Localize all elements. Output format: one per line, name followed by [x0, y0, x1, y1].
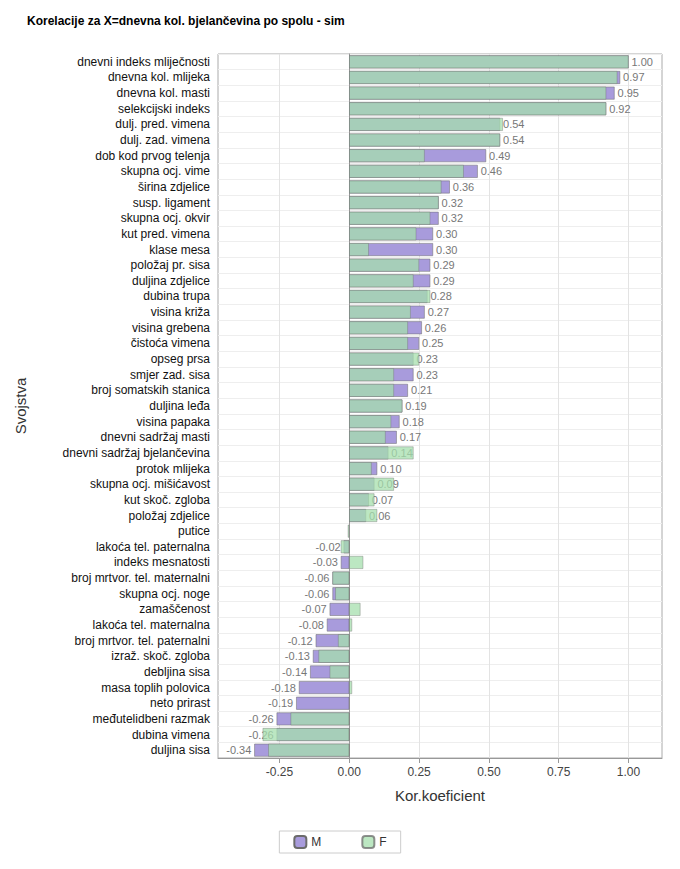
svg-text:dubina vimena: dubina vimena: [132, 728, 210, 742]
svg-text:0.49: 0.49: [489, 150, 510, 162]
svg-text:Kor.koeficient: Kor.koeficient: [395, 787, 486, 804]
svg-text:duljina sisa: duljina sisa: [151, 743, 211, 757]
svg-text:susp. ligament: susp. ligament: [133, 196, 211, 210]
svg-text:0.54: 0.54: [503, 118, 524, 130]
svg-text:0.36: 0.36: [453, 181, 474, 193]
svg-text:broj mrtvor. tel. maternalni: broj mrtvor. tel. maternalni: [71, 571, 210, 585]
svg-text:1.00: 1.00: [631, 56, 652, 68]
svg-text:0.21: 0.21: [411, 384, 432, 396]
svg-text:0.00: 0.00: [338, 765, 362, 779]
svg-text:skupna ocj. okvir: skupna ocj. okvir: [121, 211, 210, 225]
svg-text:-0.07: -0.07: [302, 603, 327, 615]
svg-text:dnevni sadržaj bjelančevina: dnevni sadržaj bjelančevina: [63, 446, 211, 460]
svg-text:položaj pr. sisa: položaj pr. sisa: [131, 258, 211, 272]
svg-text:0.10: 0.10: [380, 463, 401, 475]
svg-text:dulj. pred. vimena: dulj. pred. vimena: [115, 117, 210, 131]
svg-text:0.19: 0.19: [405, 400, 426, 412]
svg-text:dnevna kol. mlijeka: dnevna kol. mlijeka: [108, 70, 210, 84]
svg-text:-0.02: -0.02: [316, 541, 341, 553]
svg-text:lakoća tel. paternalna: lakoća tel. paternalna: [96, 540, 210, 554]
svg-text:selekcijski indeks: selekcijski indeks: [118, 102, 210, 116]
svg-text:kut pred. vimena: kut pred. vimena: [121, 227, 210, 241]
svg-text:0.30: 0.30: [436, 244, 457, 256]
svg-text:0.92: 0.92: [609, 103, 630, 115]
svg-text:putice: putice: [178, 524, 210, 538]
svg-text:0.97: 0.97: [623, 71, 644, 83]
svg-text:0.50: 0.50: [477, 765, 501, 779]
svg-text:duljina leđa: duljina leđa: [149, 399, 210, 413]
svg-text:masa toplih polovica: masa toplih polovica: [101, 681, 210, 695]
svg-text:izraž. skoč. zgloba: izraž. skoč. zgloba: [111, 649, 210, 663]
svg-text:Korelacije za X=dnevna kol. bj: Korelacije za X=dnevna kol. bjelančevina…: [27, 14, 345, 28]
svg-text:-0.18: -0.18: [271, 682, 296, 694]
svg-text:smjer zad. sisa: smjer zad. sisa: [130, 368, 210, 382]
svg-text:skupna ocj. noge: skupna ocj. noge: [119, 587, 210, 601]
svg-text:M: M: [311, 835, 321, 849]
svg-text:neto prirast: neto prirast: [150, 696, 211, 710]
svg-text:skupna ocj. vime: skupna ocj. vime: [121, 164, 211, 178]
svg-text:indeks mesnatosti: indeks mesnatosti: [114, 555, 210, 569]
svg-text:klase mesa: klase mesa: [149, 243, 210, 257]
svg-text:0.25: 0.25: [422, 337, 443, 349]
svg-text:0.75: 0.75: [547, 765, 571, 779]
svg-text:visina križa: visina križa: [151, 305, 211, 319]
svg-text:0.17: 0.17: [400, 431, 421, 443]
svg-text:dnevni sadržaj masti: dnevni sadržaj masti: [101, 430, 210, 444]
svg-text:0.26: 0.26: [425, 322, 446, 334]
svg-text:-0.26: -0.26: [248, 728, 274, 741]
svg-text:F: F: [379, 835, 386, 849]
svg-text:širina zdjelice: širina zdjelice: [138, 180, 210, 194]
svg-text:0.07: 0.07: [372, 494, 393, 506]
svg-text:visina grebena: visina grebena: [132, 321, 210, 335]
svg-text:0.06: 0.06: [369, 509, 391, 522]
svg-text:dnevni indeks mliječnosti: dnevni indeks mliječnosti: [77, 55, 210, 69]
svg-text:-0.06: -0.06: [304, 572, 329, 584]
svg-text:protok mlijeka: protok mlijeka: [136, 462, 210, 476]
svg-text:kut skoč. zgloba: kut skoč. zgloba: [124, 493, 210, 507]
svg-text:duljina zdjelice: duljina zdjelice: [132, 274, 210, 288]
svg-text:položaj zdjelice: položaj zdjelice: [129, 509, 211, 523]
svg-text:-0.08: -0.08: [299, 619, 324, 631]
svg-text:-0.25: -0.25: [266, 765, 294, 779]
svg-text:dob kod prvog telenja: dob kod prvog telenja: [95, 149, 210, 163]
svg-text:debljina sisa: debljina sisa: [144, 665, 210, 679]
svg-text:-0.34: -0.34: [226, 744, 251, 756]
svg-text:0.29: 0.29: [433, 275, 454, 287]
svg-text:0.27: 0.27: [428, 306, 449, 318]
svg-text:1.00: 1.00: [617, 765, 641, 779]
svg-text:-0.06: -0.06: [304, 588, 329, 600]
svg-text:-0.12: -0.12: [288, 635, 313, 647]
svg-text:Svojstva: Svojstva: [12, 377, 29, 434]
svg-text:lakoća tel. maternalna: lakoća tel. maternalna: [93, 618, 211, 632]
svg-text:0.54: 0.54: [503, 134, 524, 146]
svg-text:0.32: 0.32: [442, 212, 463, 224]
svg-text:zamaščenost: zamaščenost: [139, 602, 210, 616]
svg-text:visina papaka: visina papaka: [137, 415, 211, 429]
svg-text:0.95: 0.95: [618, 87, 639, 99]
svg-text:0.32: 0.32: [442, 197, 463, 209]
svg-text:-0.13: -0.13: [285, 650, 310, 662]
svg-text:skupna ocj. mišićavost: skupna ocj. mišićavost: [90, 477, 211, 491]
svg-text:broj somatskih stanica: broj somatskih stanica: [91, 383, 210, 397]
svg-text:međutelidbeni razmak: međutelidbeni razmak: [93, 712, 211, 726]
svg-text:0.25: 0.25: [407, 765, 431, 779]
svg-text:-0.19: -0.19: [268, 697, 293, 709]
svg-text:0.46: 0.46: [481, 165, 502, 177]
svg-text:dulj. zad. vimena: dulj. zad. vimena: [120, 133, 210, 147]
svg-text:0.30: 0.30: [436, 228, 457, 240]
svg-text:0.28: 0.28: [430, 290, 451, 302]
svg-text:-0.03: -0.03: [313, 556, 338, 568]
svg-text:dnevna kol. masti: dnevna kol. masti: [117, 86, 210, 100]
svg-text:-0.26: -0.26: [249, 713, 274, 725]
svg-text:0.23: 0.23: [416, 369, 437, 381]
svg-text:0.23: 0.23: [416, 353, 437, 365]
svg-text:opseg prsa: opseg prsa: [151, 352, 211, 366]
svg-text:0.29: 0.29: [433, 259, 454, 271]
svg-text:-0.14: -0.14: [282, 666, 307, 678]
svg-text:dubina trupa: dubina trupa: [143, 289, 210, 303]
svg-text:čistoća vimena: čistoća vimena: [131, 336, 211, 350]
svg-text:0.18: 0.18: [403, 416, 424, 428]
svg-text:broj mrtvor. tel. paternalni: broj mrtvor. tel. paternalni: [75, 634, 210, 648]
